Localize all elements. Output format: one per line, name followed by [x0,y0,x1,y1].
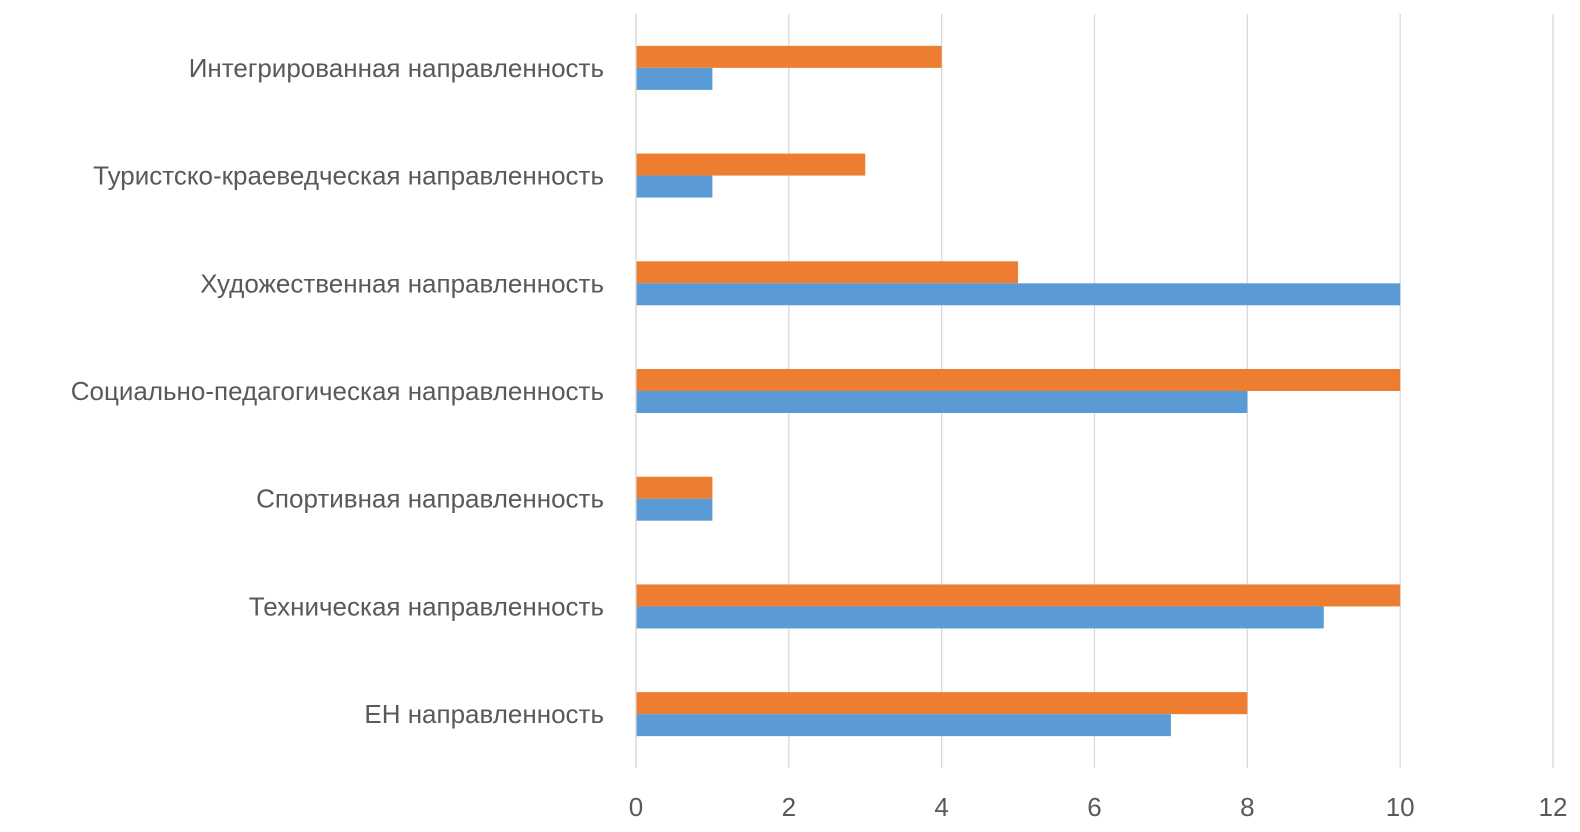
x-tick-label: 12 [1539,792,1568,822]
category-label: Техническая направленность [249,591,604,621]
x-tick-label: 10 [1386,792,1415,822]
category-label: Туристско-краеведческая направленность [93,161,604,191]
bar-series-2 [636,584,1401,607]
bar-series-2 [636,369,1401,391]
bar-series-1 [636,606,1324,629]
bar-series-2 [636,153,866,176]
category-label: Спортивная направленность [256,484,604,514]
x-tick-label: 2 [782,792,796,822]
bar-series-2 [636,45,942,68]
x-tick-label: 8 [1240,792,1254,822]
bar-series-1 [636,283,1401,306]
category-label: Художественная направленность [200,268,604,298]
bar-series-2 [636,261,1019,284]
bar-series-1 [636,175,713,198]
category-label: Интегрированная направленность [189,53,604,83]
axes: 0 2 4 6 8 10 12 ЕН направленность Техническая на… [71,14,1568,822]
bar-series-1 [636,67,713,90]
bar-series-1 [636,498,713,521]
x-tick-label: 6 [1087,792,1101,822]
bar-series-1 [636,391,1248,413]
bar-series-2 [636,692,1248,715]
category-label: Социально-педагогическая направленность [71,376,604,406]
x-tick-label: 0 [629,792,643,822]
bars [636,45,1401,737]
x-tick-label: 4 [934,792,948,822]
category-label: ЕН направленность [364,699,604,729]
bar-series-1 [636,714,1171,737]
bar-series-2 [636,476,713,499]
